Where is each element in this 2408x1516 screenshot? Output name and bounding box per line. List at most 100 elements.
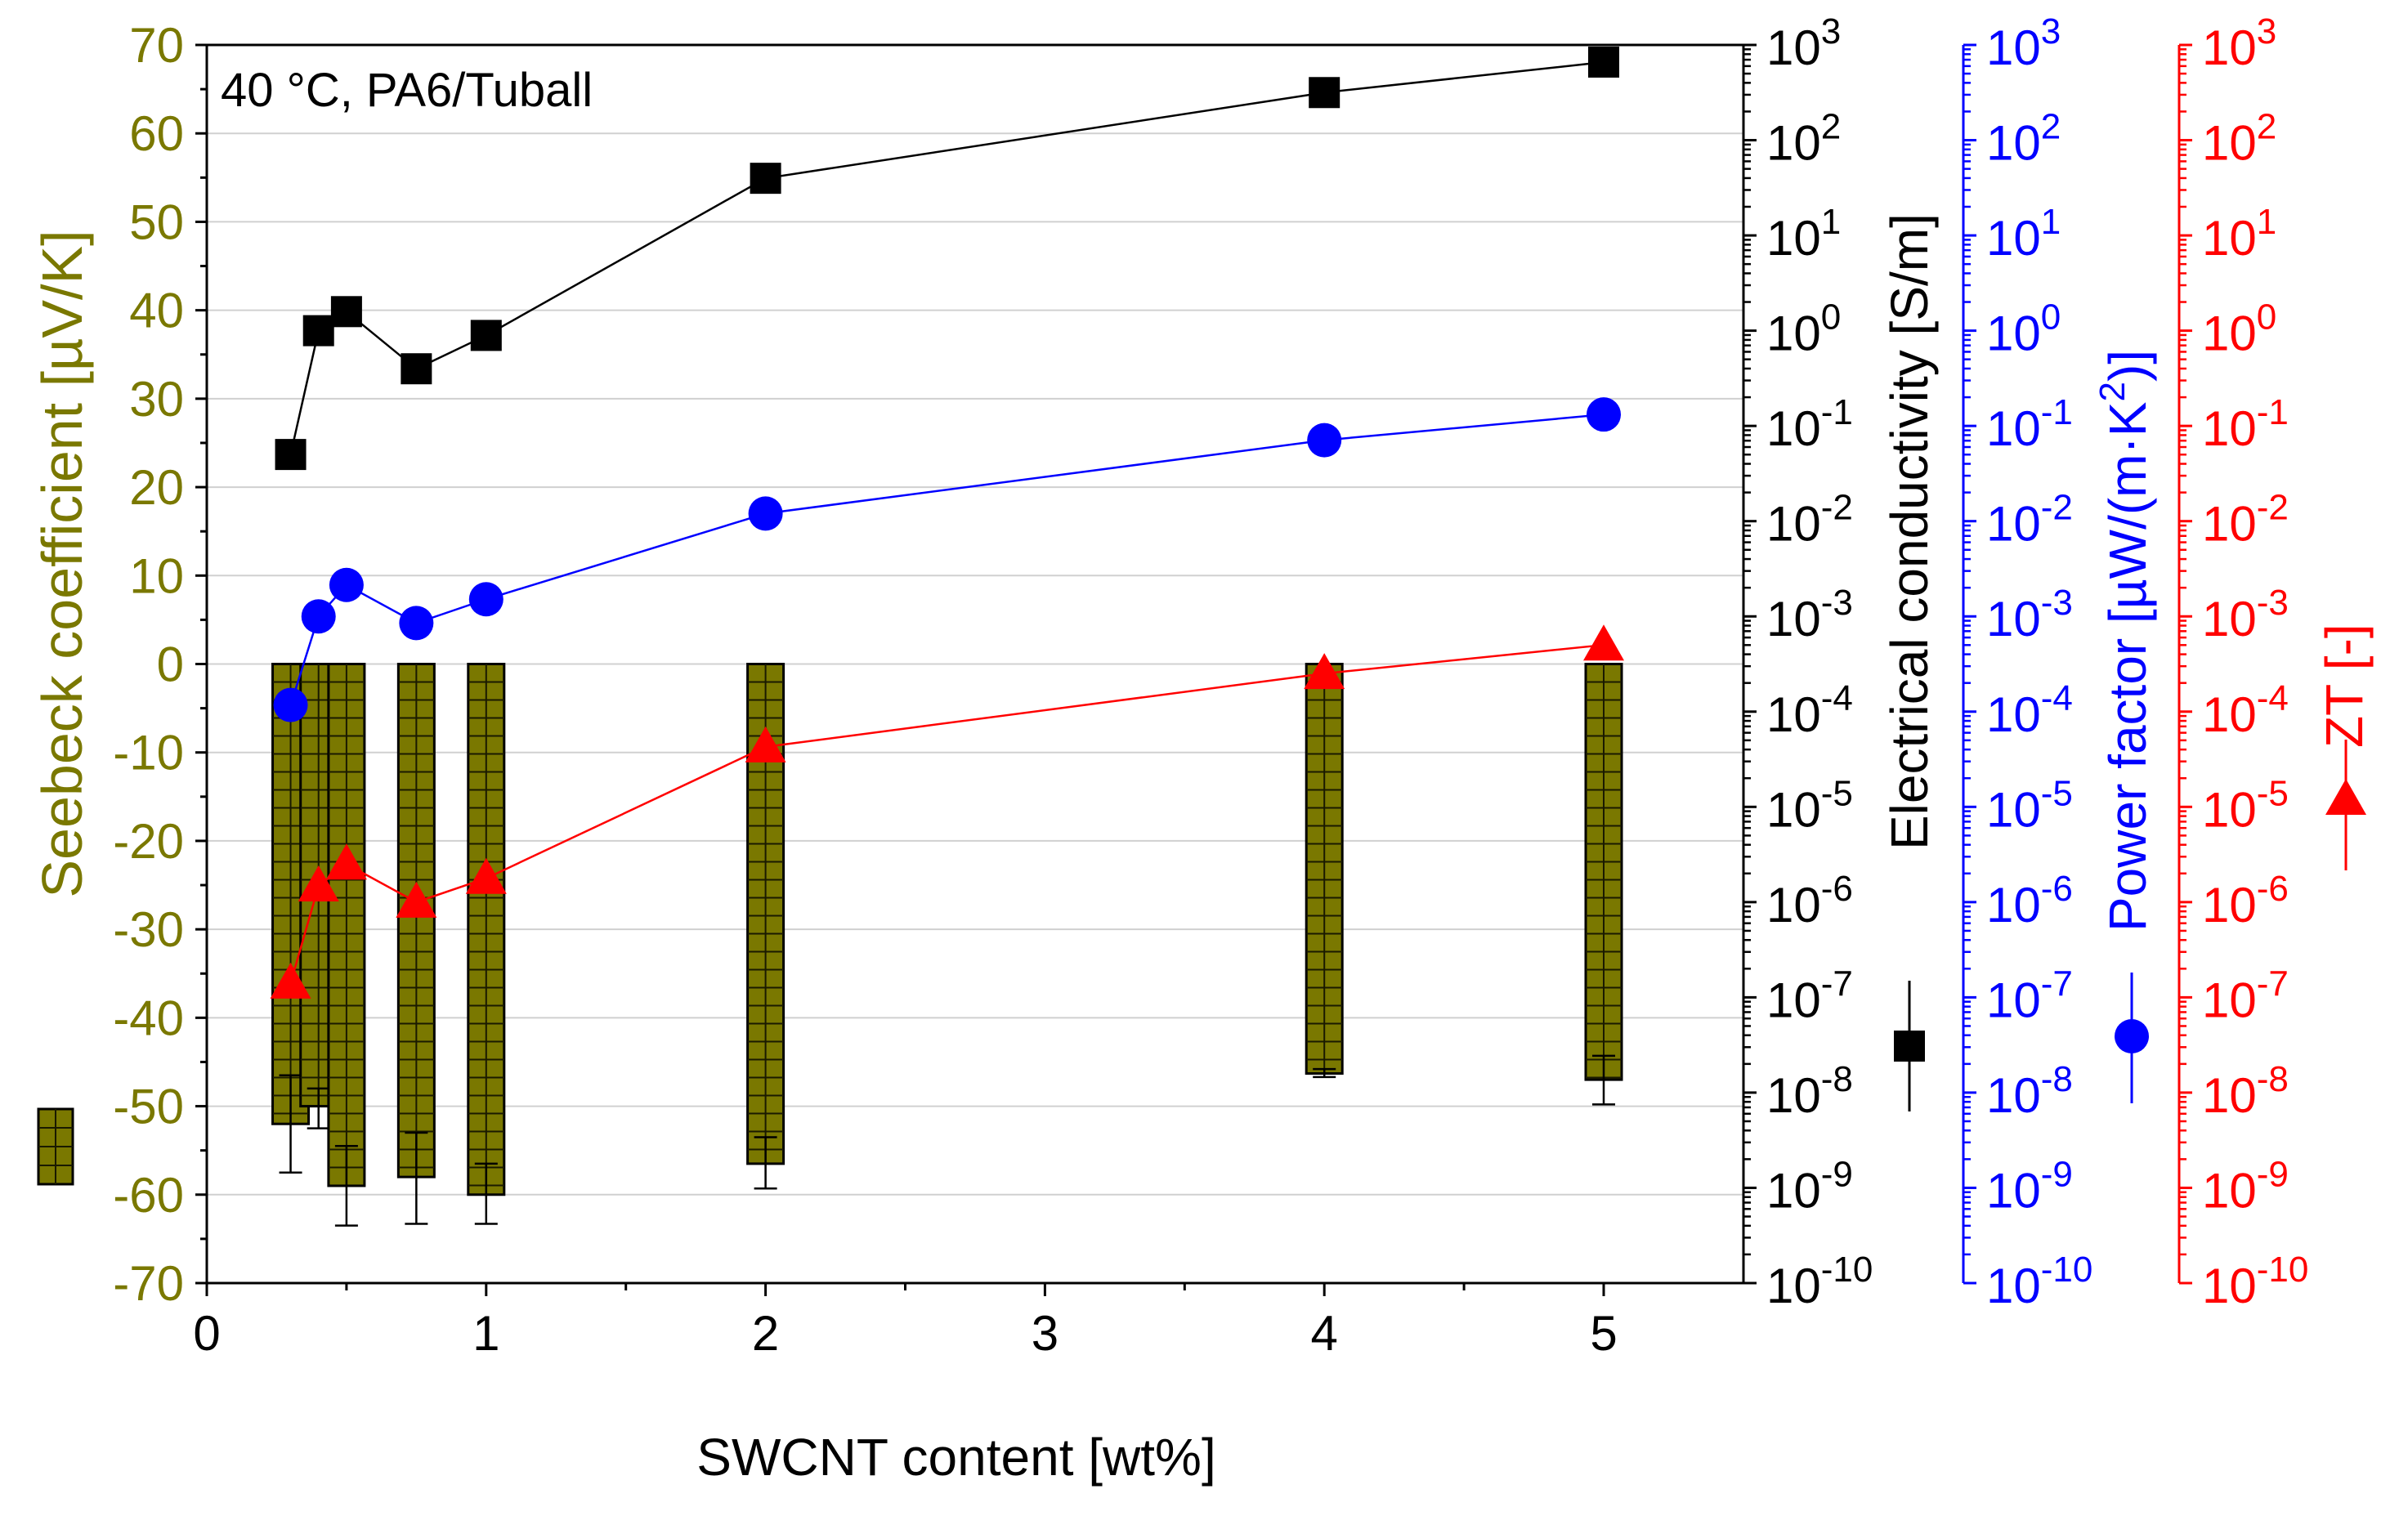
tick-base: 10 [1766, 592, 1821, 646]
conductivity-tick-label: 10-6 [1766, 869, 1853, 932]
power-factor-tick-label: 10-4 [1986, 678, 2073, 742]
left-tick-label: 30 [129, 372, 184, 427]
x-tick-label: 4 [1311, 1306, 1338, 1361]
seebeck-bar [1305, 663, 1344, 1079]
tick-exponent: -4 [2041, 678, 2073, 718]
zt-tick-label: 10-5 [2202, 773, 2289, 837]
power-factor-tick-label: 10-1 [1986, 392, 2073, 456]
data-point [1583, 624, 1624, 661]
tick-base: 10 [2202, 401, 2257, 456]
data-point [468, 582, 504, 617]
tick-exponent: -1 [1821, 392, 1853, 432]
data-point [330, 296, 362, 328]
conductivity-tick-label: 10-3 [1766, 583, 1853, 646]
tick-exponent: -3 [2041, 583, 2073, 623]
tick-exponent: -10 [2257, 1250, 2309, 1290]
tick-exponent: -2 [1821, 488, 1853, 528]
seebeck-axis-title: Seebeck coefficient [µV/K] [30, 230, 94, 897]
tick-exponent: 0 [2041, 297, 2061, 338]
tick-base: 10 [1986, 973, 2041, 1027]
pf-title-sup: 2 [2092, 382, 2133, 401]
tick-exponent: -8 [2257, 1059, 2289, 1099]
tick-base: 10 [1986, 497, 2041, 552]
zt-tick-label: 10-2 [2202, 488, 2289, 552]
tick-base: 10 [2202, 973, 2257, 1027]
x-tick-label: 2 [752, 1306, 779, 1361]
tick-base: 10 [1986, 306, 2041, 361]
left-tick-label: 60 [129, 106, 184, 161]
data-point [270, 962, 311, 999]
x-axis-title: SWCNT content [wt%] [696, 1428, 1215, 1487]
left-tick-label: -70 [113, 1256, 184, 1311]
zt-tick-label: 10-3 [2202, 583, 2289, 646]
left-tick-label: -40 [113, 991, 184, 1045]
power-factor-tick-label: 10-10 [1986, 1250, 2092, 1313]
chart-annotation: 40 °C, PA6/Tuball [221, 64, 593, 117]
tick-base: 10 [2202, 687, 2257, 742]
data-point [1309, 77, 1341, 109]
x-tick-label: 3 [1032, 1306, 1059, 1361]
power-factor-tick-label: 10-3 [1986, 583, 2073, 646]
zt-series [270, 624, 1624, 999]
conductivity-tick-label: 102 [1766, 107, 1841, 171]
tick-base: 10 [2202, 211, 2257, 266]
tick-exponent: -5 [2041, 773, 2073, 813]
conductivity-tick-label: 10-7 [1766, 964, 1853, 1027]
tick-exponent: 3 [2257, 11, 2276, 51]
tick-exponent: -5 [2257, 773, 2289, 813]
tick-base: 10 [1766, 497, 1821, 552]
data-point [470, 320, 502, 351]
tick-base: 10 [2202, 592, 2257, 646]
tick-base: 10 [2202, 782, 2257, 837]
tick-exponent: 2 [2041, 107, 2061, 147]
data-point [399, 606, 434, 641]
tick-exponent: 3 [1821, 11, 1841, 51]
power-factor-tick-label: 10-8 [1986, 1059, 2073, 1123]
tick-exponent: -8 [2041, 1059, 2073, 1099]
power-factor-tick-label: 102 [1986, 107, 2061, 171]
data-point [396, 881, 437, 918]
data-point [273, 687, 308, 722]
tick-exponent: -5 [1821, 773, 1853, 813]
power-factor-tick-label: 101 [1986, 202, 2061, 266]
tick-base: 10 [1766, 1259, 1821, 1313]
zt-tick-label: 103 [2202, 11, 2276, 75]
data-point [302, 315, 334, 347]
tick-base: 10 [1986, 1259, 2041, 1313]
tick-base: 10 [1986, 20, 2041, 75]
tick-exponent: -7 [2257, 964, 2289, 1004]
data-point [1588, 46, 1619, 78]
tick-exponent: 2 [1821, 107, 1841, 147]
tick-base: 10 [2202, 497, 2257, 552]
tick-base: 10 [2202, 1259, 2257, 1313]
data-point [329, 567, 364, 602]
left-tick-label: -50 [113, 1080, 184, 1134]
conductivity-tick-label: 101 [1766, 202, 1841, 266]
left-tick-label: 40 [129, 284, 184, 338]
data-point [401, 353, 432, 385]
tick-exponent: -1 [2257, 392, 2289, 432]
tick-exponent: 3 [2041, 11, 2061, 51]
x-tick-label: 0 [193, 1306, 220, 1361]
zt-axis-title: ZT [-] [2315, 624, 2374, 748]
tick-exponent: -8 [1821, 1059, 1853, 1099]
zt-tick-label: 10-7 [2202, 964, 2289, 1027]
left-tick-label: 70 [129, 18, 184, 73]
left-tick-label: -10 [113, 726, 184, 780]
electrical-conductivity-series [275, 46, 1619, 471]
conductivity-tick-label: 100 [1766, 297, 1841, 361]
tick-exponent: -9 [2041, 1154, 2073, 1194]
data-point [298, 865, 339, 902]
left-tick-label: -30 [113, 902, 184, 957]
conductivity-tick-label: 10-8 [1766, 1059, 1853, 1123]
tick-exponent: -10 [2041, 1250, 2093, 1290]
tick-base: 10 [1986, 401, 2041, 456]
tick-exponent: 0 [1821, 297, 1841, 338]
tick-base: 10 [1986, 878, 2041, 932]
data-point [301, 599, 336, 634]
tick-base: 10 [2202, 878, 2257, 932]
tick-base: 10 [1986, 687, 2041, 742]
tick-base: 10 [1766, 973, 1821, 1027]
pf-title-main: Power factor [µW/(m·K [2098, 402, 2157, 932]
tick-base: 10 [1766, 878, 1821, 932]
